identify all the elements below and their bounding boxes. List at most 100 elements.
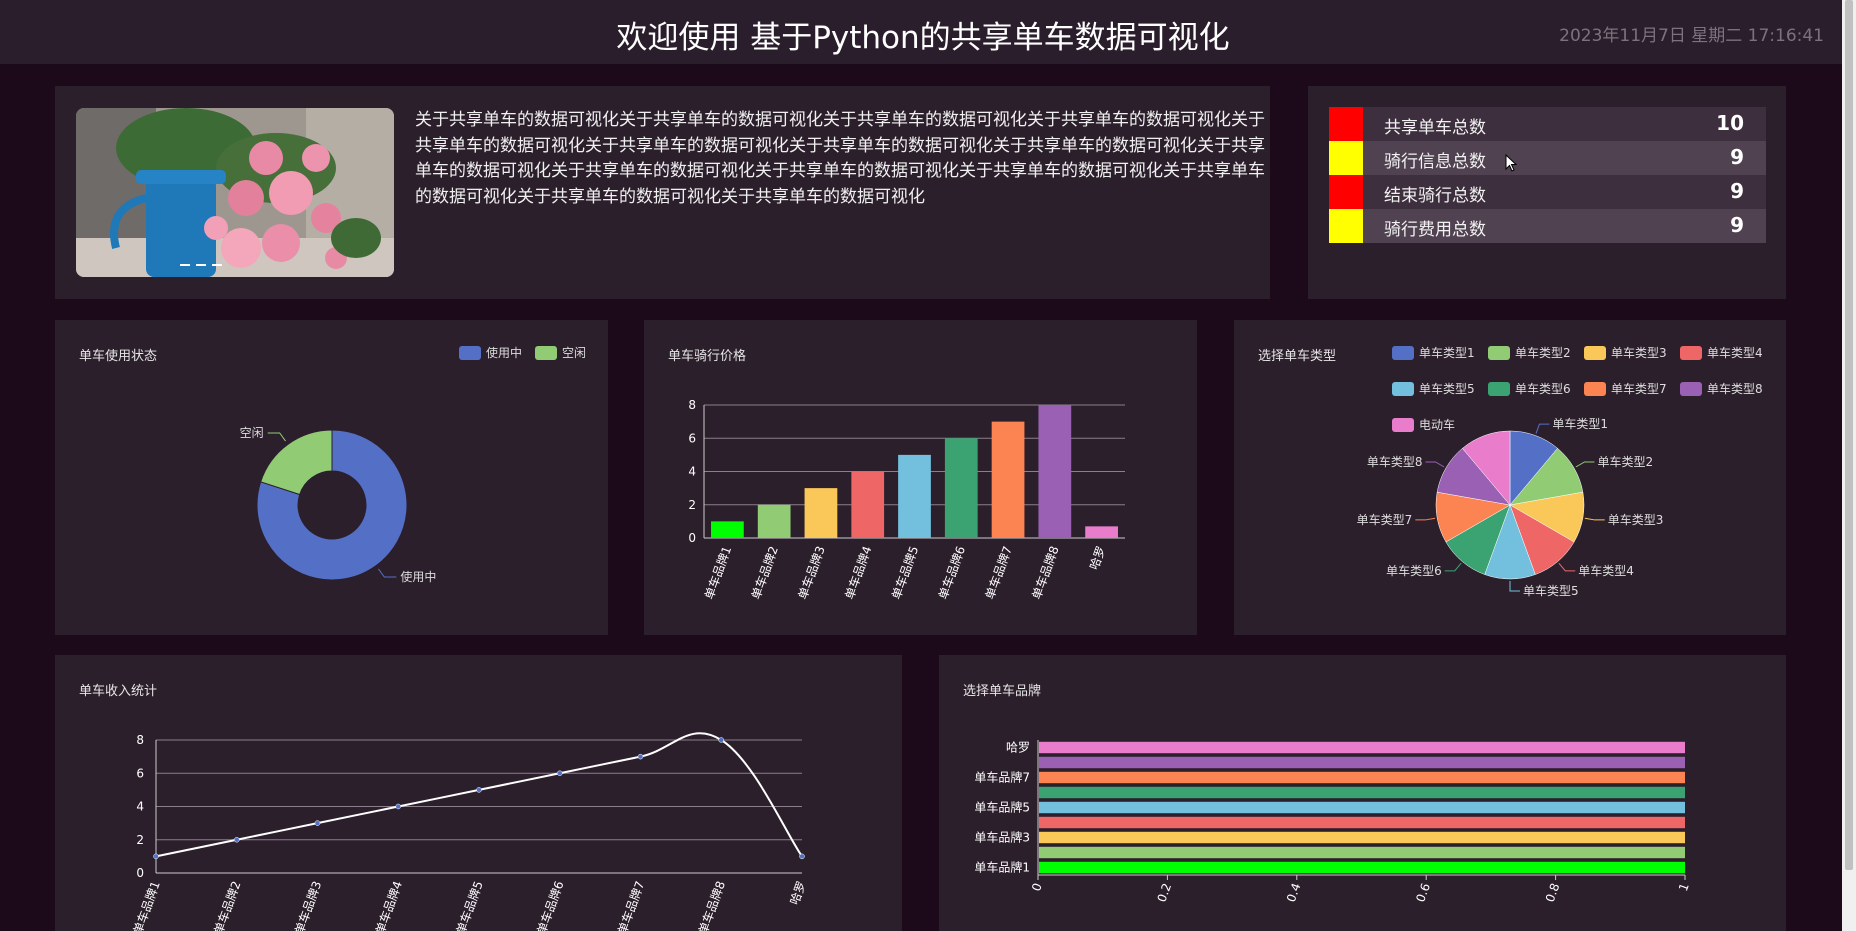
label-leader-line	[1575, 461, 1595, 468]
bar	[804, 488, 838, 538]
line-point	[234, 837, 240, 843]
x-tick-label: 哈罗	[787, 879, 808, 906]
brand-panel: 选择单车品牌 0 0.2 0.4 0.6 0.8 1 单车品牌1 单车品牌3 单车品牌5 单车品牌…	[939, 655, 1786, 931]
stat-row: 结束骑行总数 9	[1329, 175, 1766, 209]
bar	[1039, 771, 1685, 784]
stat-label: 骑行费用总数	[1384, 220, 1486, 240]
x-tick-label: 0.4	[1284, 881, 1304, 904]
datetime-display: 2023年11月7日 星期二 17:16:41	[1559, 26, 1824, 46]
x-tick-label: 单车品牌2	[210, 879, 243, 931]
stat-label: 共享单车总数	[1384, 118, 1486, 138]
bar	[991, 421, 1025, 538]
stat-color-marker	[1329, 209, 1363, 243]
bar	[1039, 801, 1685, 814]
label-leader-line	[1509, 581, 1520, 592]
legend-label: 使用中	[486, 345, 522, 360]
bar	[1039, 756, 1685, 769]
x-tick-label: 单车品牌1	[701, 544, 734, 601]
x-tick-label: 单车品牌4	[372, 879, 405, 931]
label-leader-line	[267, 432, 286, 442]
line-point	[476, 787, 482, 793]
bike-type-panel: 选择单车类型 单车类型1 单车类型2 单车类型3 单车类型4 单车类型5 单车类型6 单车类…	[1234, 320, 1786, 635]
y-tick-label: 单车品牌3	[974, 830, 1030, 845]
x-tick-label: 单车品牌3	[795, 544, 828, 601]
bar	[1085, 526, 1118, 538]
legend-swatch	[1488, 382, 1510, 396]
intro-image	[76, 108, 394, 277]
stat-label: 骑行信息总数	[1384, 152, 1486, 172]
bar	[1039, 741, 1685, 754]
bar	[757, 504, 791, 538]
y-tick-label: 0	[688, 531, 696, 545]
y-tick-label: 单车品牌1	[974, 860, 1030, 875]
y-tick-label: 哈罗	[1006, 741, 1030, 755]
mouse-cursor-icon	[1505, 153, 1518, 176]
slice-label: 单车类型5	[1523, 583, 1579, 598]
stat-label: 结束骑行总数	[1384, 186, 1486, 206]
legend-label: 电动车	[1419, 417, 1455, 432]
slice-label: 单车类型4	[1578, 563, 1634, 578]
label-leader-line	[1558, 562, 1576, 572]
line-point	[314, 820, 321, 826]
slice-label: 空闲	[240, 426, 264, 440]
legend-swatch	[1584, 346, 1606, 360]
bar	[944, 438, 978, 538]
x-tick-label: 0.6	[1413, 881, 1433, 904]
legend-swatch	[535, 346, 557, 360]
slice-label: 使用中	[400, 569, 436, 584]
page-scrollbar[interactable]	[1842, 0, 1856, 931]
legend-label: 单车类型5	[1419, 381, 1475, 396]
label-leader-line	[1584, 517, 1605, 521]
stat-value: 9	[1730, 145, 1744, 169]
pie-slice	[1462, 430, 1511, 506]
page-header: 欢迎使用 基于Python的共享单车数据可视化 2023年11月7日 星期二 1…	[0, 0, 1846, 65]
y-tick-label: 6	[136, 766, 144, 780]
legend-swatch	[1392, 346, 1414, 360]
legend-label: 单车类型2	[1515, 345, 1571, 360]
label-leader-line	[378, 568, 397, 578]
x-tick-label: 单车品牌5	[453, 879, 486, 931]
bar	[898, 454, 931, 538]
stat-value: 9	[1730, 179, 1744, 203]
legend-label: 单车类型4	[1707, 345, 1763, 360]
stats-list: 共享单车总数 10 骑行信息总数 9 结束骑行总数 9 骑行费用总数 9	[1329, 107, 1766, 243]
label-leader-line	[1415, 517, 1436, 521]
y-tick-label: 4	[136, 800, 144, 814]
x-tick-label: 0.2	[1155, 881, 1175, 904]
line-point	[153, 853, 159, 860]
stat-row: 骑行信息总数 9	[1329, 141, 1766, 175]
x-tick-label: 单车品牌8	[695, 879, 728, 931]
legend-swatch	[459, 346, 481, 360]
y-tick-label: 单车品牌5	[974, 800, 1030, 815]
x-tick-label: 单车品牌7	[614, 879, 647, 931]
legend-swatch	[1392, 418, 1414, 432]
legend-label: 单车类型6	[1515, 381, 1571, 396]
line-point	[637, 753, 644, 760]
stat-row: 骑行费用总数 9	[1329, 209, 1766, 243]
legend-label: 单车类型7	[1611, 381, 1667, 396]
slice-label: 单车类型1	[1552, 416, 1608, 431]
slice-label: 单车类型6	[1386, 563, 1442, 578]
bar	[1038, 405, 1072, 538]
legend-swatch	[1584, 382, 1606, 396]
y-tick-label: 8	[136, 733, 144, 747]
donut-slice	[256, 429, 408, 581]
bar	[711, 521, 744, 538]
stats-panel: 共享单车总数 10 骑行信息总数 9 结束骑行总数 9 骑行费用总数 9	[1308, 86, 1786, 299]
legend-label: 单车类型1	[1419, 345, 1475, 360]
legend-swatch	[1680, 382, 1702, 396]
x-tick-label: 单车品牌6	[533, 879, 566, 931]
stat-color-marker	[1329, 141, 1363, 175]
scrollbar-thumb[interactable]	[1845, 0, 1853, 870]
x-tick-label: 0	[1029, 881, 1045, 893]
y-tick-label: 4	[688, 465, 696, 479]
label-leader-line	[1425, 461, 1445, 468]
bar	[1039, 816, 1685, 829]
stat-value: 9	[1730, 213, 1744, 237]
usage-status-title: 单车使用状态	[79, 349, 158, 364]
slice-label: 单车类型2	[1597, 454, 1653, 469]
intro-panel: 关于共享单车的数据可视化关于共享单车的数据可视化关于共享单车的数据可视化关于共享…	[55, 86, 1270, 299]
legend-swatch	[1488, 346, 1510, 360]
bar	[1039, 861, 1685, 874]
